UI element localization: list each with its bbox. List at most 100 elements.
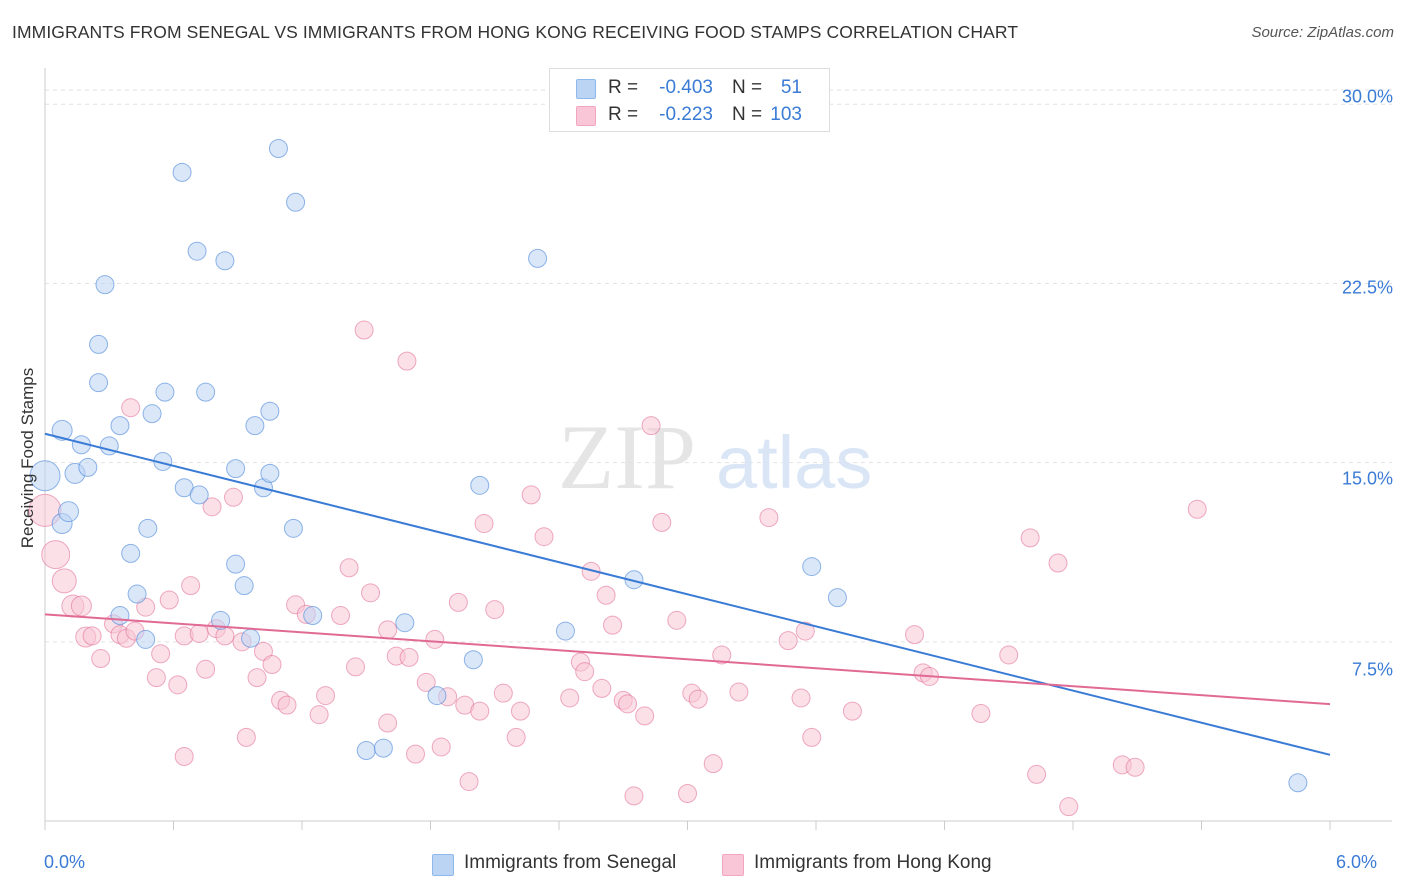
hong-kong-point — [146, 668, 166, 688]
hong-kong-point — [223, 487, 243, 507]
hong-kong-point — [168, 675, 188, 695]
hong-kong-point — [247, 668, 267, 688]
hong-kong-point — [309, 705, 329, 725]
senegal-point — [138, 518, 158, 538]
hong-kong-point — [425, 629, 445, 649]
hong-kong-point — [652, 512, 672, 532]
hong-kong-point — [354, 320, 374, 340]
trend-lines — [44, 432, 1331, 756]
hong-kong-point — [82, 626, 102, 646]
hong-kong-point — [136, 597, 156, 617]
hong-kong-point — [397, 351, 417, 371]
hong-kong-point — [712, 645, 732, 665]
x-tick-label: 6.0% — [1336, 852, 1378, 872]
senegal-trend-line — [44, 432, 1331, 756]
hong-kong-point — [703, 754, 723, 774]
hong-kong-point — [778, 631, 798, 651]
hong-kong-point — [581, 561, 601, 581]
senegal-point — [78, 457, 98, 477]
legend-swatch-hong-kong — [576, 106, 596, 126]
hong-kong-point — [592, 678, 612, 698]
hong-kong-point — [510, 701, 530, 721]
hong-kong-point — [189, 623, 209, 643]
senegal-point — [172, 162, 192, 182]
hong-kong-point — [575, 662, 595, 682]
correlation-legend: R = -0.403 N = 51 R = -0.223 N = 103 — [549, 68, 830, 132]
senegal-point — [802, 557, 822, 577]
hong-kong-point — [470, 701, 490, 721]
hong-kong-point — [795, 621, 815, 641]
hong-kong-point — [331, 606, 351, 626]
hong-kong-point — [316, 686, 336, 706]
series-label-senegal: Immigrants from Senegal — [464, 852, 677, 873]
watermark-zip: ZIP — [558, 406, 696, 508]
hong-kong-point — [459, 772, 479, 792]
senegal-point — [245, 416, 265, 436]
senegal-point — [215, 251, 235, 271]
hong-kong-point — [521, 485, 541, 505]
senegal-point — [395, 613, 415, 633]
hong-kong-point — [406, 744, 426, 764]
x-tick-label: 0.0% — [44, 852, 86, 872]
hong-kong-point — [70, 595, 92, 617]
senegal-point — [110, 416, 130, 436]
hong-kong-point — [416, 672, 436, 692]
senegal-point — [196, 382, 216, 402]
legend-r-value: -0.223 — [659, 104, 713, 125]
series-legend-senegal: Immigrants from Senegal — [432, 851, 732, 877]
senegal-point — [463, 650, 483, 670]
y-tick-label: 7.5% — [1351, 659, 1393, 680]
senegal-point — [286, 192, 306, 212]
hong-kong-trend-line — [44, 613, 1331, 706]
legend-row-hong-kong: R = -0.223 N = 103 — [550, 102, 829, 128]
hong-kong-point — [596, 585, 616, 605]
senegal-point — [268, 138, 288, 158]
data-points — [28, 138, 1308, 817]
y-tick-label: 22.5% — [1341, 277, 1393, 298]
hong-kong-point — [560, 688, 580, 708]
series-label-hong-kong: Immigrants from Hong Kong — [754, 852, 992, 873]
senegal-point — [58, 501, 80, 523]
legend-swatch-senegal — [576, 79, 596, 99]
senegal-point — [1288, 773, 1308, 793]
hong-kong-point — [181, 576, 201, 596]
hong-kong-point — [791, 688, 811, 708]
hong-kong-point — [262, 655, 282, 675]
hong-kong-point — [971, 703, 991, 723]
hong-kong-point — [603, 615, 623, 635]
senegal-point — [356, 741, 376, 761]
hong-kong-point — [1125, 757, 1145, 777]
senegal-point — [555, 621, 575, 641]
hong-kong-point — [759, 508, 779, 528]
y-axis-label: Receiving Food Stamps — [18, 367, 37, 549]
hong-kong-point — [196, 659, 216, 679]
senegal-point — [827, 588, 847, 608]
hong-kong-point — [431, 737, 451, 757]
hong-kong-point — [493, 683, 513, 703]
y-tick-label: 30.0% — [1341, 86, 1393, 107]
hong-kong-point — [905, 625, 925, 645]
hong-kong-point — [339, 558, 359, 578]
hong-kong-point — [485, 600, 505, 620]
legend-r-label: R = — [608, 77, 639, 98]
hong-kong-point — [174, 746, 194, 766]
senegal-point — [95, 275, 115, 295]
series-swatch-senegal — [432, 854, 454, 876]
senegal-point — [127, 584, 147, 604]
hong-kong-point — [1187, 499, 1207, 519]
senegal-point — [260, 463, 280, 483]
senegal-point — [373, 738, 393, 758]
series-legend-hong-kong: Immigrants from Hong Kong — [722, 851, 1022, 877]
hong-kong-point — [678, 784, 697, 804]
senegal-point — [226, 459, 246, 479]
legend-n-value: 103 — [770, 104, 802, 125]
hong-kong-point — [474, 514, 494, 534]
chart-title: IMMIGRANTS FROM SENEGAL VS IMMIGRANTS FR… — [12, 22, 1019, 42]
senegal-point — [89, 373, 109, 393]
senegal-point — [226, 554, 246, 574]
hong-kong-point — [202, 497, 222, 517]
hong-kong-point — [346, 657, 366, 677]
senegal-point — [528, 248, 548, 268]
senegal-point — [241, 628, 261, 648]
